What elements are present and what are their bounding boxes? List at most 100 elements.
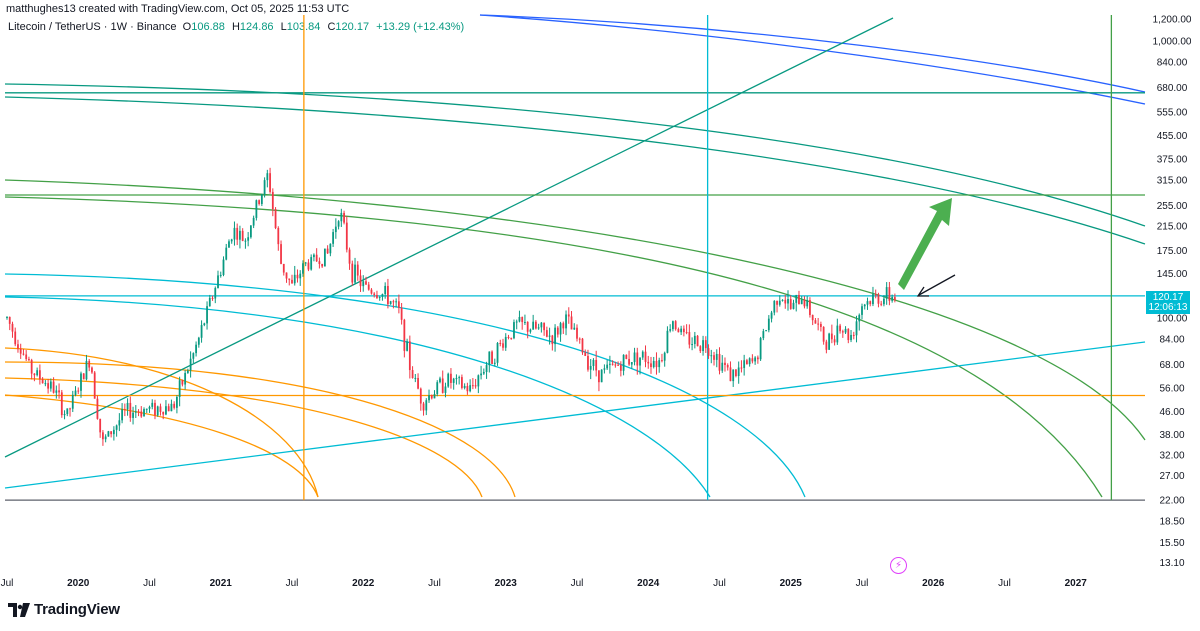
price-tick-label: 1,000.00 [1153, 37, 1192, 48]
candle-body [737, 367, 740, 377]
price-tick-label: 375.00 [1157, 154, 1188, 165]
candle-body [658, 360, 661, 368]
candle-body [628, 358, 630, 365]
candle-body [617, 364, 620, 366]
candle-body [861, 306, 863, 315]
price-tick-label: 32.00 [1159, 451, 1184, 462]
candle-body [680, 328, 683, 333]
candle-body [154, 402, 156, 416]
candle-body [225, 247, 228, 260]
time-tick-label: 2025 [780, 578, 803, 589]
candle-body [526, 321, 529, 332]
candle-body [880, 303, 883, 305]
candle-body [707, 348, 710, 356]
candle-body [439, 378, 441, 383]
candle-body [140, 411, 143, 417]
levels-layer [5, 15, 1145, 501]
candle-body [285, 272, 288, 279]
candle-body [28, 359, 30, 361]
candle-body [792, 302, 795, 309]
price-tick-label: 13.10 [1159, 558, 1184, 569]
lightning-icon[interactable]: ⚡ [890, 557, 907, 574]
candle-body [606, 364, 609, 369]
candle-body [545, 330, 548, 337]
tradingview-brand[interactable]: TradingView [8, 601, 120, 618]
candle-body [548, 335, 551, 337]
candle-body [504, 336, 507, 348]
orange-arc-3 [4, 377, 483, 498]
candle-body [82, 373, 85, 380]
candle-body [844, 328, 847, 333]
candle-body [22, 353, 25, 355]
candle-body [800, 299, 803, 305]
candle-body [63, 414, 66, 416]
candle-body [143, 409, 145, 417]
candle-body [751, 358, 754, 362]
price-tick-label: 840.00 [1157, 57, 1188, 68]
candle-body [672, 321, 674, 330]
time-tick-label: 2027 [1065, 578, 1088, 589]
candle-body [852, 334, 855, 336]
time-axis[interactable]: Jul 2020 Jul 2021 Jul 2022 Jul 2023 Jul 2024 Jul 20… [1, 578, 1088, 589]
time-tick-label: Jul [571, 578, 584, 589]
price-tick-label: 1,200.00 [1153, 15, 1192, 26]
candle-body [77, 390, 80, 392]
candle-body [96, 398, 99, 419]
candle-body [765, 330, 767, 332]
candle-body [688, 332, 691, 345]
candle-body [598, 370, 600, 383]
time-tick-label: 2021 [210, 578, 233, 589]
candle-body [47, 383, 50, 389]
candle-body [80, 373, 82, 391]
candle-body [392, 301, 395, 303]
candle-body [208, 297, 211, 307]
price-tick-label: 315.00 [1157, 175, 1188, 186]
price-axis[interactable]: 1,200.00 1,000.00 840.00 680.00 555.00 455.00… [1146, 0, 1200, 575]
candle-body [71, 394, 74, 409]
candle-body [137, 411, 140, 413]
candle-body [510, 337, 513, 339]
candle-body [770, 312, 773, 319]
candle-body [644, 351, 647, 362]
candle-body [455, 378, 458, 380]
candle-body [458, 377, 461, 379]
candle-body [441, 378, 444, 393]
candle-body [419, 388, 422, 404]
price-tick-label: 46.00 [1159, 407, 1184, 418]
candle-body [239, 230, 241, 240]
candle-body [798, 294, 800, 305]
green-arc-inner [4, 196, 1103, 498]
open-label: O [182, 21, 192, 33]
price-tick-label: 84.00 [1159, 334, 1184, 345]
candle-body [132, 412, 134, 418]
orange-arc-4 [4, 394, 319, 498]
candle-body [811, 314, 814, 321]
candle-body [480, 373, 482, 376]
symbol-legend[interactable]: Litecoin / TetherUS · 1W · Binance O106.… [8, 21, 468, 33]
candle-body [313, 254, 315, 258]
candle-body [99, 418, 102, 433]
price-axis-bg [1146, 0, 1200, 575]
candle-body [847, 328, 850, 341]
candle-body [241, 230, 244, 241]
candle-body [729, 367, 732, 382]
candle-body [702, 340, 704, 352]
candle-body [41, 379, 44, 384]
candle-body [228, 241, 230, 248]
candle-body [809, 300, 811, 315]
candle-body [373, 293, 376, 295]
candle-body [433, 394, 436, 399]
candle-body [488, 351, 491, 366]
candle-body [33, 373, 36, 376]
candle-body [836, 325, 839, 343]
candle-body [743, 360, 746, 368]
candle-body [696, 335, 699, 347]
candle-body [192, 353, 195, 359]
candle-body [691, 344, 693, 346]
candle-body [30, 359, 33, 374]
candle-body [326, 248, 329, 254]
candle-body [699, 346, 702, 352]
candle-body [754, 357, 757, 362]
candle-body [524, 321, 526, 323]
